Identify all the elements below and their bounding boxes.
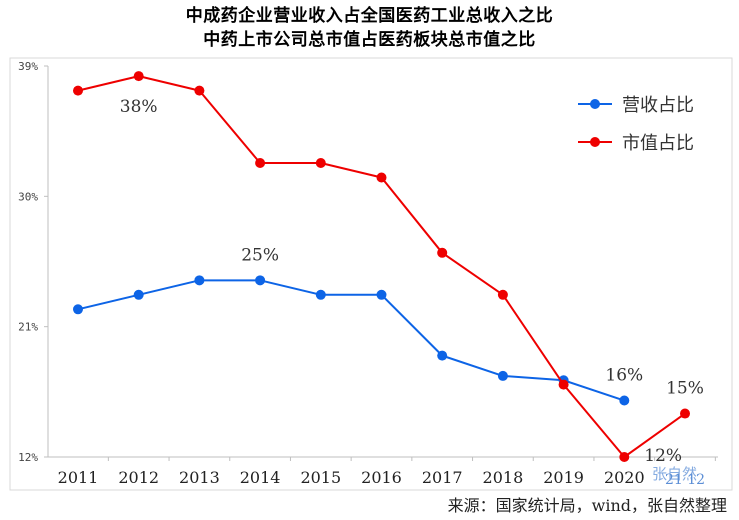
x-tick-label: 2016 [361, 468, 402, 487]
data-point [558, 379, 569, 390]
data-label: 12% [644, 446, 682, 466]
x-tick-label: 2014 [240, 468, 281, 487]
data-label: 25% [241, 245, 279, 265]
data-point [497, 370, 508, 381]
legend-label: 市值占比 [622, 133, 694, 154]
data-point [437, 247, 448, 258]
legend-marker [590, 137, 600, 147]
data-point [133, 289, 144, 300]
source-note: 来源：国家统计局，wind，张自然整理 [447, 496, 727, 515]
y-tick-label: 21% [18, 321, 38, 334]
data-point [73, 85, 83, 96]
x-tick-label: 2015 [300, 468, 341, 487]
data-point [194, 275, 205, 286]
data-point [315, 158, 326, 169]
chart-frame [9, 57, 733, 491]
legend-marker [590, 99, 600, 109]
data-point [255, 275, 266, 286]
data-label: 38% [120, 97, 158, 117]
data-label: 16% [605, 366, 643, 386]
data-point [133, 71, 144, 82]
data-point [619, 395, 630, 406]
series-line-market [77, 75, 686, 458]
data-point [619, 452, 630, 462]
legend-label: 营收占比 [622, 95, 694, 116]
data-point [497, 289, 508, 300]
y-tick-label: 12% [18, 451, 38, 464]
y-tick-label: 30% [18, 190, 38, 203]
data-label: 15% [666, 379, 704, 399]
data-point [376, 289, 387, 300]
data-point [376, 172, 387, 183]
x-tick-label: 2013 [179, 468, 220, 487]
x-tick-label: 2020 [604, 468, 645, 487]
x-tick-label: 2019 [543, 468, 584, 487]
x-tick-label: 21 12 [665, 472, 705, 488]
y-tick-label: 39% [18, 60, 38, 73]
data-point [73, 304, 83, 315]
data-point [255, 158, 266, 169]
chart-subtitle: 中药上市公司总市值占医药板块总市值之比 [203, 30, 536, 50]
x-tick-label: 2017 [422, 468, 463, 487]
watermark: 张自然 [652, 465, 698, 483]
series-line-revenue [77, 279, 625, 402]
chart-title: 中成药企业营业收入占全国医药工业总收入之比 [185, 6, 554, 26]
data-point [194, 85, 205, 96]
data-point [315, 289, 326, 300]
x-tick-label: 2011 [58, 468, 99, 487]
data-point [437, 350, 448, 361]
x-tick-label: 2018 [483, 468, 524, 487]
chart-titles: 中成药企业营业收入占全国医药工业总收入之比 中药上市公司总市值占医药板块总市值之… [0, 4, 739, 52]
data-point [680, 408, 690, 419]
x-tick-label: 2012 [118, 468, 159, 487]
